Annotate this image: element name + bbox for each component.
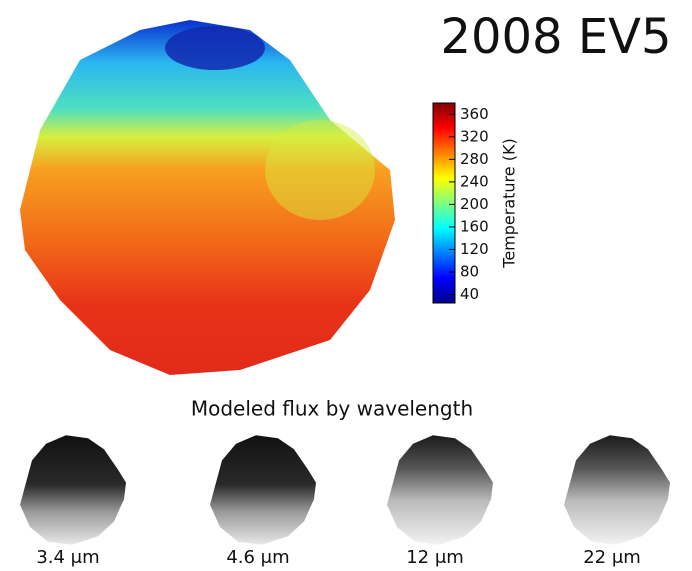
- colorbar-tick-label: 320: [460, 127, 489, 145]
- colorbar-tick-label: 40: [460, 285, 479, 303]
- flux-asteroid: [564, 435, 670, 545]
- panels: 3.4 μm 4.6 μm 12 μm 22 μm: [20, 435, 670, 568]
- flux-asteroid: [387, 435, 493, 545]
- colorbar-tick-label: 280: [460, 150, 489, 168]
- panel-label: 12 μm: [406, 547, 464, 568]
- colorbar: [433, 103, 455, 303]
- title: 2008 EV5: [440, 9, 671, 65]
- cold-spot: [165, 26, 265, 70]
- flux-asteroid: [210, 435, 316, 545]
- colorbar-tick-label: 160: [460, 217, 489, 235]
- colorbar-tick-label: 360: [460, 105, 489, 123]
- panel-label: 3.4 μm: [36, 547, 99, 568]
- panel-label: 22 μm: [583, 547, 641, 568]
- colorbar-tick-label: 240: [460, 172, 489, 190]
- figure: 2008 EV5 40 80 120 160 200 240 280 320 360 Tempe…: [0, 0, 692, 571]
- colorbar-tick-label: 80: [460, 263, 479, 281]
- flux-asteroid: [20, 435, 126, 545]
- panel-label: 4.6 μm: [226, 547, 289, 568]
- colorbar-tick-label: 200: [460, 195, 489, 213]
- warm-region: [265, 120, 375, 220]
- subtitle: Modeled flux by wavelength: [191, 397, 473, 421]
- colorbar-tick-label: 120: [460, 240, 489, 258]
- colorbar-label: Temperature (K): [500, 138, 519, 268]
